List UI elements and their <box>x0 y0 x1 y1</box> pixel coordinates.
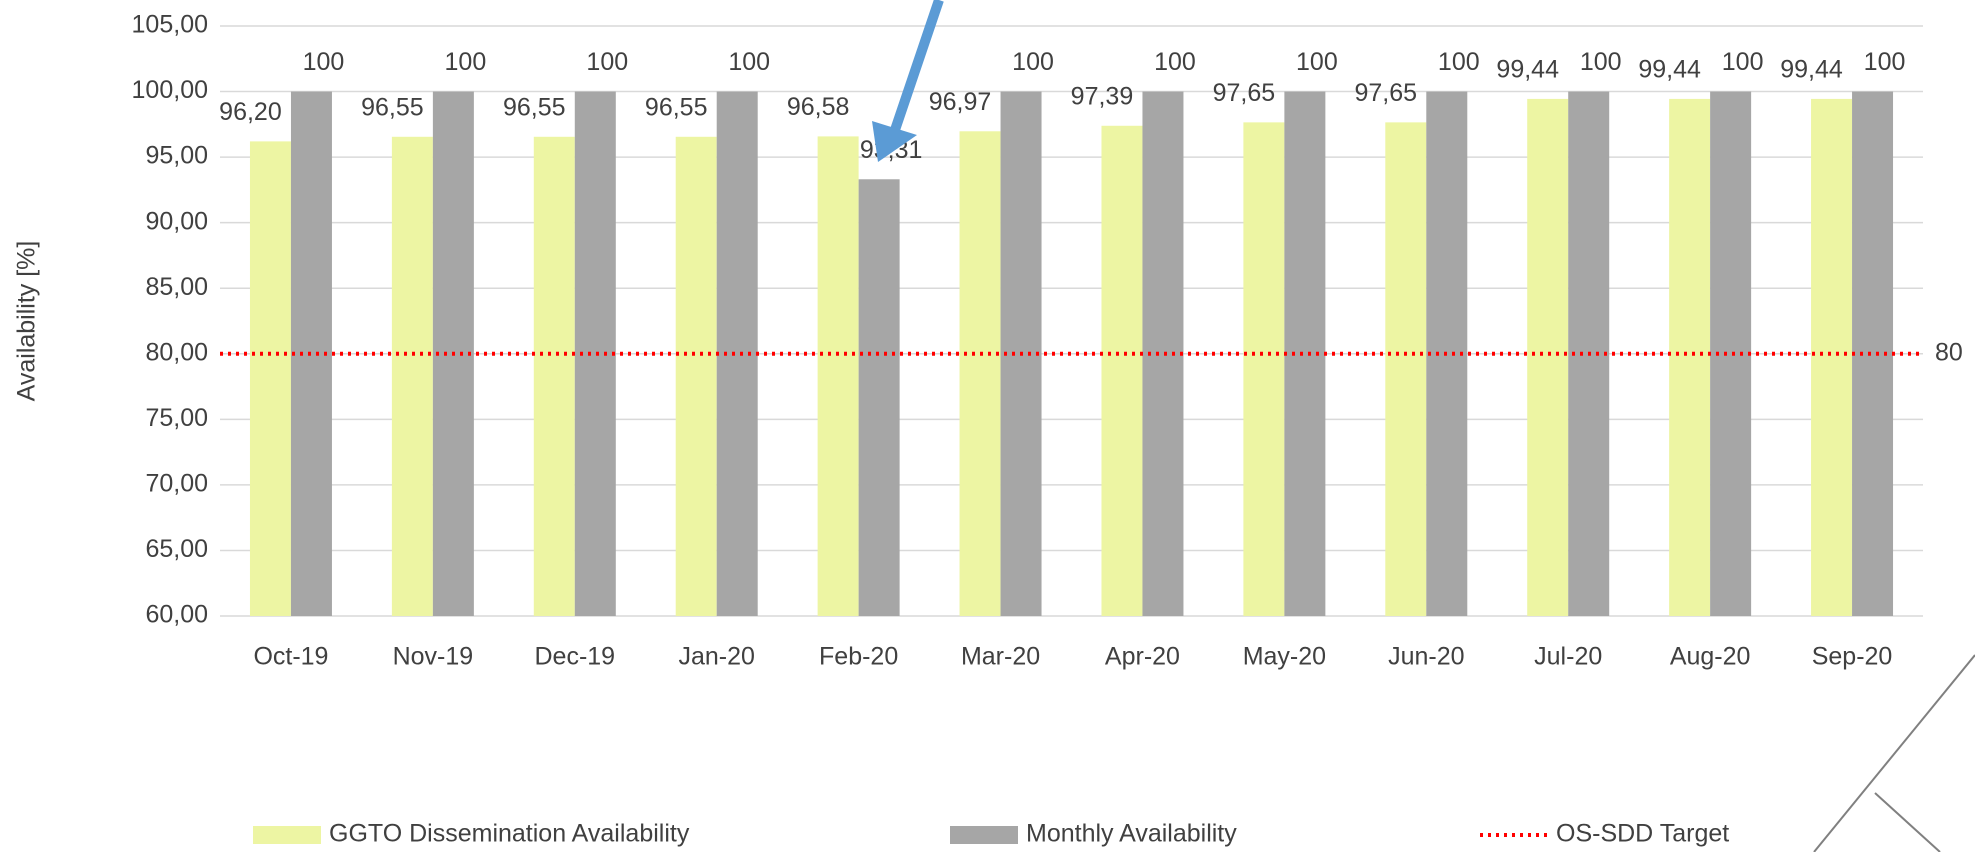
data-label: 96,55 <box>645 93 708 121</box>
x-tick-label: Jun-20 <box>1388 643 1464 671</box>
target-label: 80 <box>1935 338 1963 366</box>
data-label: 97,65 <box>1355 79 1418 107</box>
data-label: 100 <box>728 48 770 76</box>
bar <box>1385 122 1427 616</box>
y-tick-label: 85,00 <box>145 273 208 301</box>
data-label: 100 <box>1438 48 1480 76</box>
x-tick-label: Sep-20 <box>1812 643 1893 671</box>
y-tick-label: 105,00 <box>132 11 208 39</box>
data-label: 99,44 <box>1496 56 1559 84</box>
data-label: 99,44 <box>1780 56 1843 84</box>
data-label: 99,44 <box>1638 56 1701 84</box>
y-tick-label: 95,00 <box>145 142 208 170</box>
legend-label: GGTO Dissemination Availability <box>329 820 690 848</box>
bar <box>391 136 433 617</box>
data-label: 100 <box>1012 48 1054 76</box>
legend-swatch <box>253 826 321 844</box>
data-label: 100 <box>586 48 628 76</box>
data-label: 100 <box>1580 48 1622 76</box>
x-tick-label: Jan-20 <box>678 643 754 671</box>
bar <box>249 141 291 616</box>
arrow-head <box>872 121 917 162</box>
data-label: 100 <box>303 48 345 76</box>
bar <box>1669 98 1711 617</box>
data-label: 96,55 <box>361 93 424 121</box>
y-tick-label: 80,00 <box>145 338 208 366</box>
bar <box>817 136 859 616</box>
data-label: 100 <box>1722 48 1764 76</box>
data-label: 96,58 <box>787 93 850 121</box>
bar <box>716 91 758 617</box>
x-tick-label: Dec-19 <box>534 643 615 671</box>
x-tick-label: Feb-20 <box>819 643 898 671</box>
bar <box>1527 98 1569 617</box>
x-tick-label: May-20 <box>1243 643 1326 671</box>
bar <box>675 136 717 617</box>
data-label: 96,20 <box>219 98 282 126</box>
legend-label: Monthly Availability <box>1026 820 1237 848</box>
y-tick-label: 75,00 <box>145 404 208 432</box>
arrow <box>890 0 944 132</box>
x-tick-label: Apr-20 <box>1105 643 1180 671</box>
bar <box>858 179 900 616</box>
bar <box>1811 98 1853 617</box>
bar <box>533 136 575 617</box>
x-tick-label: Mar-20 <box>961 643 1040 671</box>
x-tick-label: Jul-20 <box>1534 643 1602 671</box>
bar <box>959 131 1001 616</box>
data-label: 96,55 <box>503 93 566 121</box>
x-tick-label: Nov-19 <box>393 643 474 671</box>
bar <box>1101 125 1143 616</box>
data-label: 100 <box>1864 48 1906 76</box>
x-tick-label: Oct-19 <box>253 643 328 671</box>
y-tick-label: 65,00 <box>145 535 208 563</box>
legend-swatch <box>950 826 1018 844</box>
legend-label: OS-SDD Target <box>1556 820 1729 848</box>
y-axis-label: Availability [%] <box>13 241 41 402</box>
data-label: 100 <box>1296 48 1338 76</box>
data-label: 97,39 <box>1071 82 1134 110</box>
bar <box>1284 91 1326 617</box>
y-tick-label: 60,00 <box>145 601 208 629</box>
y-tick-label: 100,00 <box>132 76 208 104</box>
decoration <box>1813 654 1975 853</box>
bar <box>1243 122 1285 616</box>
x-tick-label: Aug-20 <box>1670 643 1751 671</box>
y-tick-label: 90,00 <box>145 207 208 235</box>
decoration <box>1874 792 1941 853</box>
data-label: 100 <box>1154 48 1196 76</box>
data-label: 96,97 <box>929 88 992 116</box>
data-label: 97,65 <box>1213 79 1276 107</box>
data-label: 100 <box>445 48 487 76</box>
y-tick-label: 70,00 <box>145 469 208 497</box>
